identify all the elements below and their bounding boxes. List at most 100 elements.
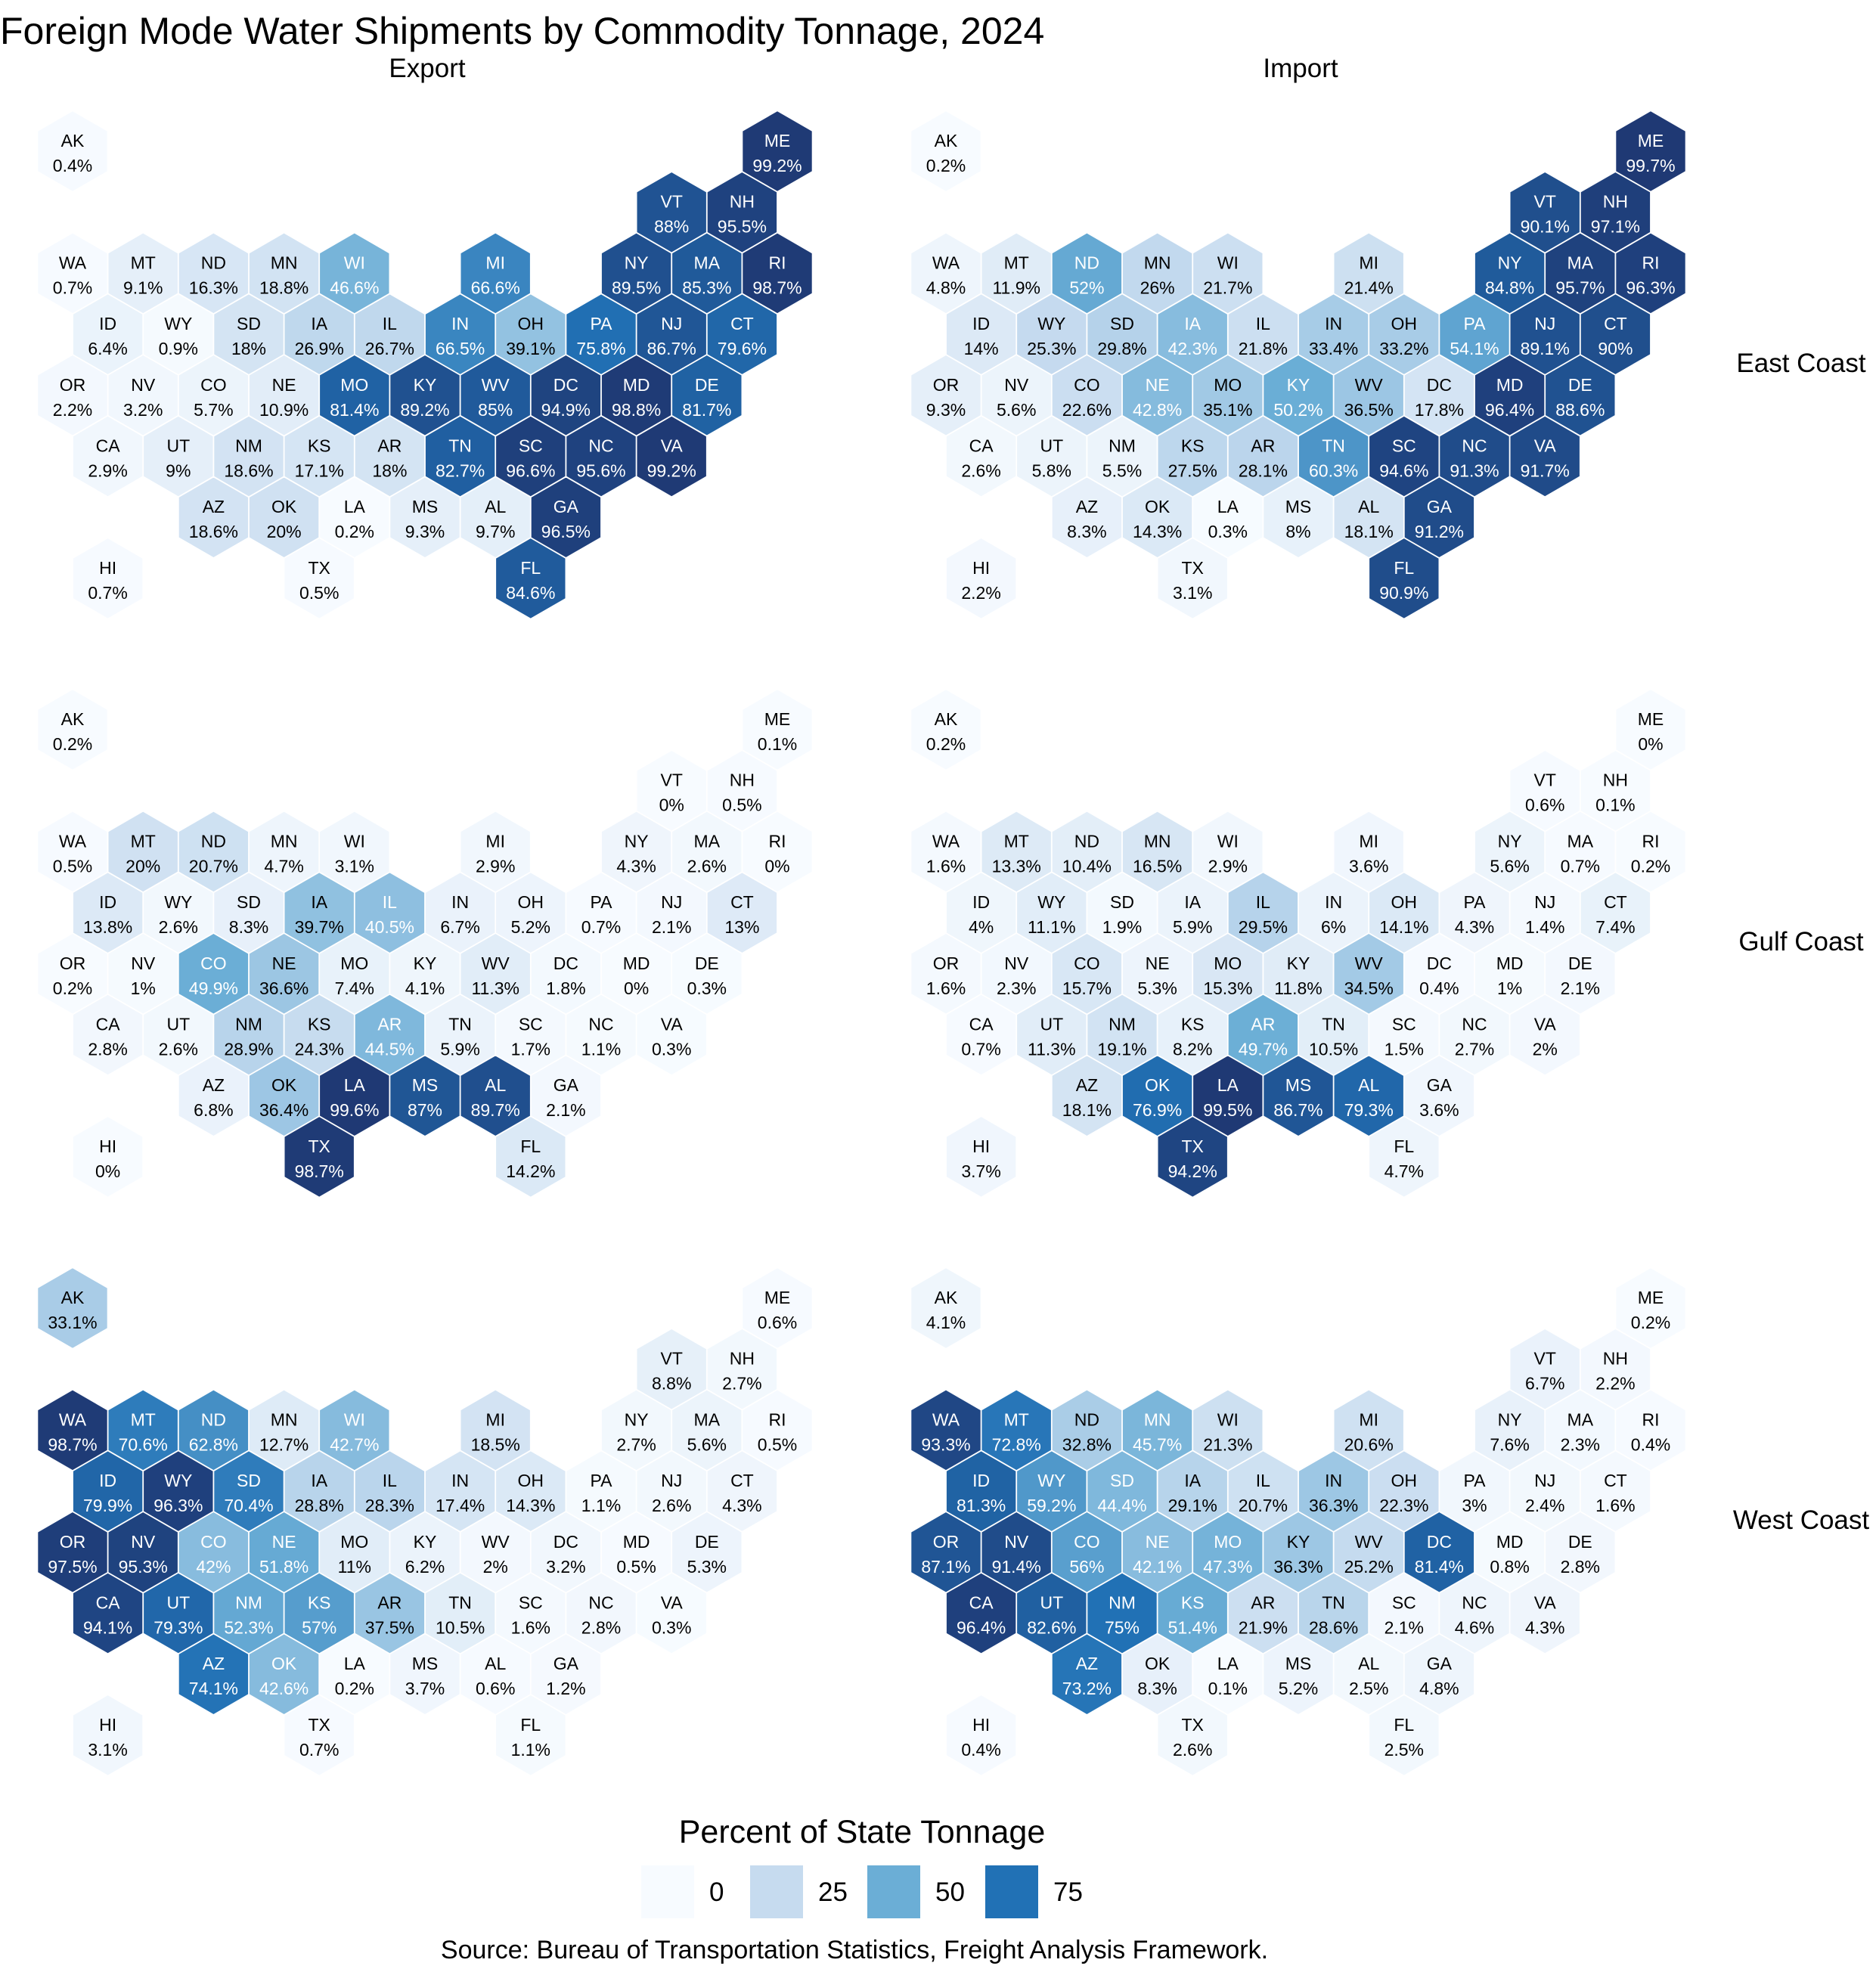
panel-export-west-coast: AK 33.1% ME 0.6% VT 8.8% NH 2.7% WA 98.7% MT 70.6% N… <box>37 1267 813 1776</box>
legend: Percent of State Tonnage 0 25 50 75 <box>641 1814 1083 1918</box>
hex-oh <box>495 293 566 375</box>
hex-state-label: MO <box>340 953 368 973</box>
hex-ut <box>143 994 214 1076</box>
hex-value-label: 25.2% <box>1344 1557 1394 1577</box>
hex-value-label: 81.3% <box>957 1496 1006 1515</box>
hex-state-label: RI <box>1642 253 1660 272</box>
hex-state-label: OH <box>1391 314 1418 333</box>
hex-ma <box>1545 811 1616 893</box>
hex-state-label: IA <box>1184 314 1201 333</box>
hex-value-label: 2.9% <box>1208 856 1248 876</box>
hex-id <box>72 872 144 953</box>
hex-value-label: 1.1% <box>511 1740 550 1760</box>
hex-state-label: AL <box>485 497 506 516</box>
hex-state-label: MN <box>271 253 298 272</box>
hex-value-label: 0.8% <box>1490 1557 1529 1577</box>
hex-nj <box>1509 293 1580 375</box>
hex-nm <box>213 994 284 1076</box>
hex-az <box>1051 476 1123 559</box>
hex-value-label: 81.7% <box>682 400 731 420</box>
hex-value-label: 79.3% <box>1344 1100 1394 1120</box>
hex-state-label: IN <box>1325 314 1342 333</box>
hex-nv <box>107 1511 178 1593</box>
hex-state-label: NV <box>1004 375 1029 395</box>
hex-state-label: KY <box>414 1532 437 1552</box>
hex-state-label: TX <box>309 1715 330 1735</box>
hex-state-label: NM <box>235 1015 262 1034</box>
legend-key-75 <box>985 1865 1038 1918</box>
hex-ky <box>1263 932 1334 1015</box>
hex-ny <box>600 1389 672 1471</box>
hex-state-label: NE <box>272 1532 296 1552</box>
hex-value-label: 0.2% <box>926 734 966 754</box>
hex-ks <box>284 994 355 1076</box>
hex-value-label: 59.2% <box>1027 1496 1076 1515</box>
hex-value-label: 62.8% <box>189 1434 238 1454</box>
hex-value-label: 11.3% <box>471 978 519 998</box>
hex-value-label: 11.3% <box>1028 1040 1076 1059</box>
hex-value-label: 2.2% <box>1595 1374 1635 1394</box>
hex-value-label: 5.2% <box>1279 1679 1318 1698</box>
hex-value-label: 2.6% <box>1173 1740 1212 1760</box>
hex-va <box>636 1572 707 1654</box>
hex-az <box>1051 1633 1123 1716</box>
hex-value-label: 93.3% <box>921 1434 970 1454</box>
hex-wi <box>1192 1389 1264 1471</box>
hex-de <box>671 354 743 436</box>
hex-nv <box>107 932 178 1015</box>
hex-state-label: LA <box>344 497 366 516</box>
hex-state-label: NH <box>730 771 755 790</box>
hex-state-label: HI <box>972 1136 990 1156</box>
hex-ok <box>1121 1633 1193 1716</box>
hex-state-label: SD <box>237 1471 261 1490</box>
hex-value-label: 86.7% <box>1273 1100 1323 1120</box>
hex-state-label: CT <box>730 314 754 333</box>
hex-value-label: 3.2% <box>546 1557 585 1577</box>
legend-label-25: 25 <box>818 1877 848 1907</box>
hex-state-label: WY <box>1037 1471 1065 1490</box>
hex-state-label: NH <box>730 192 755 212</box>
hex-ma <box>1545 1389 1616 1471</box>
hex-value-label: 95.3% <box>119 1557 168 1577</box>
hex-state-label: RI <box>769 831 786 851</box>
hex-value-label: 85% <box>478 400 513 420</box>
hex-state-label: DC <box>553 1532 578 1552</box>
hex-value-label: 51.8% <box>259 1557 309 1577</box>
hex-value-label: 0.2% <box>53 734 92 754</box>
hex-ri <box>742 232 813 315</box>
hex-state-label: WV <box>482 1532 510 1552</box>
hex-state-label: MA <box>1567 831 1594 851</box>
hex-state-label: CO <box>200 375 227 395</box>
hex-state-label: PA <box>1464 314 1487 333</box>
hex-value-label: 1.6% <box>926 978 966 998</box>
hex-value-label: 14.1% <box>1379 917 1428 937</box>
hex-vt <box>636 749 707 832</box>
hex-state-label: LA <box>1217 1654 1239 1673</box>
hex-value-label: 70.4% <box>224 1496 273 1515</box>
hex-il <box>354 293 426 375</box>
hex-value-label: 99.7% <box>1626 156 1675 175</box>
hex-or <box>37 1511 108 1593</box>
hex-al <box>1333 1055 1404 1137</box>
hex-value-label: 96.4% <box>957 1618 1006 1638</box>
hex-value-label: 6.2% <box>405 1557 445 1577</box>
hex-tx <box>284 1116 355 1198</box>
hex-mt <box>981 232 1052 315</box>
hex-value-label: 2.8% <box>1561 1557 1600 1577</box>
hex-wv <box>460 1511 531 1593</box>
hex-value-label: 88% <box>654 217 689 237</box>
strip-import: Import <box>1263 54 1338 83</box>
hex-state-label: VT <box>661 1349 683 1369</box>
hex-state-label: DE <box>695 953 719 973</box>
hex-state-label: MD <box>1496 953 1524 973</box>
hex-state-label: AL <box>1358 1075 1379 1095</box>
hex-value-label: 16.5% <box>1133 856 1182 876</box>
hex-state-label: SD <box>1110 314 1134 333</box>
hex-state-label: WI <box>1217 253 1239 272</box>
hex-state-label: ID <box>99 314 116 333</box>
hex-co <box>178 354 250 436</box>
hex-value-label: 4% <box>969 917 994 937</box>
hex-hi <box>945 1694 1017 1776</box>
hex-state-label: ME <box>764 1288 791 1307</box>
hex-value-label: 5.6% <box>687 1434 727 1454</box>
